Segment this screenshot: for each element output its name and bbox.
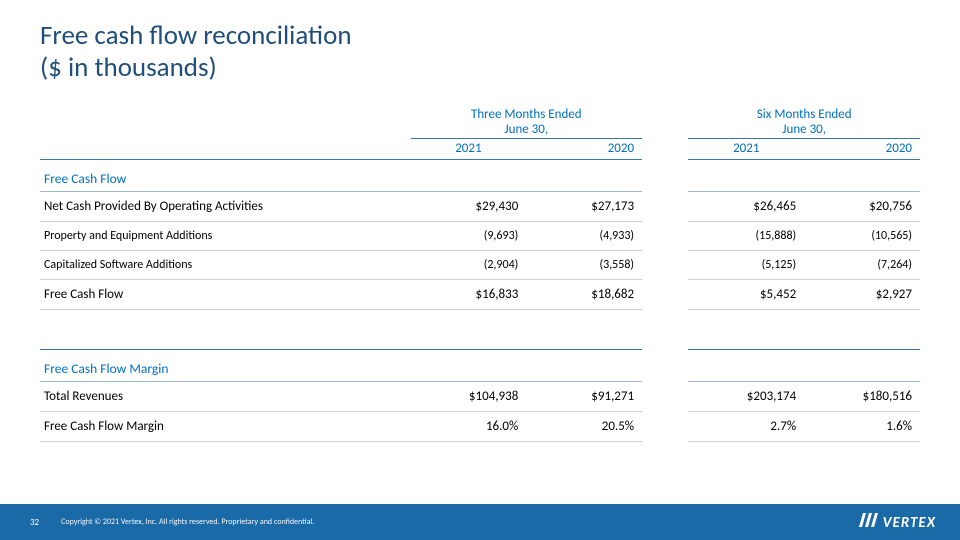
col-three-2020: 2020 bbox=[526, 138, 642, 159]
page-number: 32 bbox=[30, 517, 39, 528]
copyright-text: Copyright © 2021 Vertex, Inc. All rights… bbox=[61, 517, 314, 527]
table-row: Property and Equipment Additions (9,693)… bbox=[40, 221, 920, 250]
col-six-2021: 2021 bbox=[688, 138, 804, 159]
reconciliation-table: Three Months Ended June 30, Six Months E… bbox=[40, 108, 920, 442]
logo-stripes-icon bbox=[859, 513, 879, 532]
period-three-months: Three Months Ended June 30, bbox=[411, 108, 643, 138]
slide-footer: 32 Copyright © 2021 Vertex, Inc. All rig… bbox=[0, 504, 960, 540]
slide-title: Free cash flow reconciliation ($ in thou… bbox=[40, 20, 352, 85]
section-fcf-margin: Free Cash Flow Margin bbox=[40, 350, 411, 382]
table-row: Free Cash Flow Margin 16.0% 20.5% 2.7% 1… bbox=[40, 411, 920, 441]
title-line-1: Free cash flow reconciliation bbox=[40, 19, 352, 52]
section-free-cash-flow: Free Cash Flow bbox=[40, 159, 411, 191]
col-three-2021: 2021 bbox=[411, 138, 527, 159]
table-row: Free Cash Flow $16,833 $18,682 $5,452 $2… bbox=[40, 279, 920, 309]
period-six-months: Six Months Ended June 30, bbox=[688, 108, 920, 138]
title-line-2: ($ in thousands) bbox=[40, 51, 217, 84]
vertex-logo: VERTEX bbox=[859, 513, 936, 532]
table-row: Net Cash Provided By Operating Activitie… bbox=[40, 191, 920, 221]
logo-text: VERTEX bbox=[883, 514, 936, 532]
col-six-2020: 2020 bbox=[804, 138, 920, 159]
table-row: Total Revenues $104,938 $91,271 $203,174… bbox=[40, 381, 920, 411]
table-row: Capitalized Software Additions (2,904) (… bbox=[40, 250, 920, 279]
